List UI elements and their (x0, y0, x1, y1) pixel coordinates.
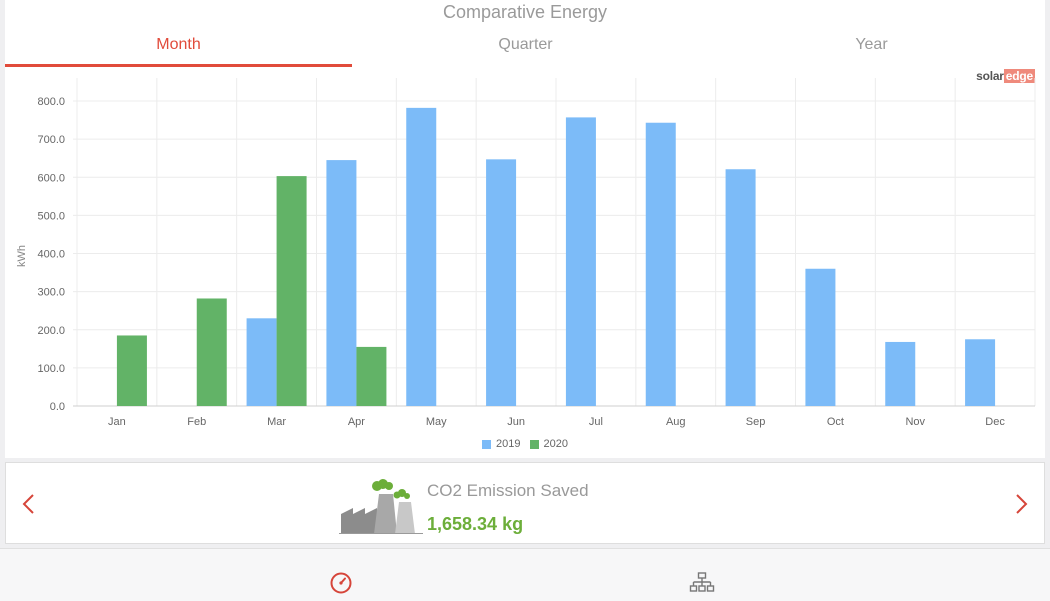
x-tick-label: Apr (348, 416, 365, 428)
bar-2019-dec (965, 339, 996, 406)
bottom-nav (0, 548, 1050, 601)
co2-value: 1,658.34 kg (427, 514, 524, 534)
y-tick-label: 800.0 (37, 96, 65, 108)
bar-2019-nov (885, 341, 916, 406)
legend-label-2019: 2019 (495, 438, 521, 450)
y-tick-label: 0.0 (50, 401, 65, 413)
tab-month[interactable]: Month (156, 36, 201, 53)
x-tick-label: Jan (108, 416, 126, 428)
bar-2020-jan (116, 335, 147, 406)
chevron-left-icon[interactable] (18, 491, 40, 517)
bar-2019-sep (725, 169, 756, 406)
y-tick-label: 700.0 (37, 134, 65, 146)
energy-bar-chart: 0.0 100.0 200.0 300.0 400.0 500.0 600.0 700.0 80… (16, 78, 1036, 428)
legend-label-2020: 2020 (543, 438, 569, 450)
comparative-energy-card: Comparative Energy Month Quarter Year so… (5, 0, 1045, 458)
brand-logo: solar edge (976, 69, 1035, 83)
bar-2019-jul (565, 117, 596, 407)
bar-2020-mar (276, 176, 307, 406)
x-tick-label: Feb (187, 416, 206, 428)
x-tick-label: Oct (827, 416, 844, 428)
x-tick-label: Mar (267, 416, 286, 428)
tab-quarter[interactable]: Quarter (498, 36, 553, 53)
bar-2019-may (406, 107, 437, 407)
y-tick-label: 600.0 (37, 172, 65, 184)
x-tick-label: May (426, 416, 447, 428)
active-tab-indicator (5, 64, 352, 67)
gauge-icon[interactable] (329, 571, 353, 600)
page-title: Comparative Energy (442, 2, 608, 22)
x-tick-label: Aug (666, 416, 686, 428)
y-tick-label: 200.0 (37, 325, 65, 337)
bar-2019-apr (326, 160, 357, 406)
legend-swatch-2019 (481, 439, 491, 449)
site-layout-icon[interactable] (689, 571, 715, 600)
period-tabs: Month Quarter Year (5, 31, 1045, 69)
bar-2019-jun (486, 159, 517, 406)
x-tick-label: Sep (746, 416, 766, 428)
y-tick-label: 400.0 (37, 249, 65, 261)
y-axis-label: kWh (16, 245, 28, 267)
x-tick-label: Nov (905, 416, 925, 428)
bar-2019-aug (645, 122, 676, 406)
bar-2020-apr (356, 346, 387, 406)
factory-icon (339, 479, 423, 534)
co2-card: CO2 Emission Saved 1,658.34 kg (5, 462, 1045, 544)
bar-2019-oct (805, 268, 836, 406)
y-tick-label: 500.0 (37, 210, 65, 222)
x-tick-label: Jun (507, 416, 525, 428)
tab-year[interactable]: Year (855, 36, 888, 53)
y-tick-label: 100.0 (37, 363, 65, 375)
bar-2019-mar (246, 318, 277, 406)
chevron-right-icon[interactable] (1010, 491, 1032, 517)
x-tick-label: Dec (985, 416, 1005, 428)
legend-item-2020[interactable]: 2020 (529, 438, 569, 450)
x-tick-label: Jul (589, 416, 603, 428)
bar-2020-feb (196, 298, 227, 406)
legend-swatch-2020 (529, 439, 539, 449)
co2-title: CO2 Emission Saved (427, 481, 589, 500)
legend-item-2019[interactable]: 2019 (481, 438, 521, 450)
y-tick-label: 300.0 (37, 287, 65, 299)
chart-legend: 2019 2020 (5, 438, 1045, 452)
